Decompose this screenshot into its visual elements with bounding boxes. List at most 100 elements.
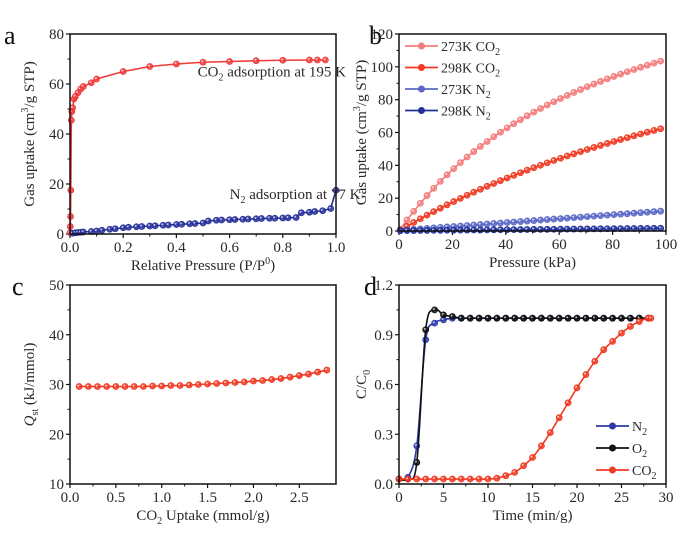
data-point	[259, 377, 267, 384]
data-point	[151, 222, 159, 230]
data-point-highlight	[471, 223, 474, 226]
data-point-highlight	[619, 331, 622, 334]
data-point-highlight	[471, 228, 474, 231]
data-point	[484, 314, 492, 322]
data-point-highlight	[625, 69, 628, 72]
x-tick-label: 15	[525, 490, 540, 506]
data-point-highlight	[552, 99, 555, 102]
legend: N2 O2 CO2	[596, 420, 656, 482]
x-tick-label: 100	[655, 237, 678, 253]
data-point-highlight	[323, 58, 326, 61]
data-point-highlight	[288, 375, 291, 378]
legend-item: CO2	[596, 464, 656, 482]
data-point-highlight	[610, 316, 613, 319]
data-point-highlight	[432, 308, 435, 311]
x-tick-label: 2.5	[290, 490, 309, 506]
y-tick-label: 0	[386, 224, 394, 240]
data-point-highlight	[552, 158, 555, 161]
series-co2-adsorption-at-195-k	[66, 56, 329, 237]
data-point-highlight	[307, 210, 310, 213]
data-point	[493, 474, 501, 482]
annotation-label: N2 adsorption at 77 K	[230, 187, 361, 206]
data-point	[530, 108, 538, 116]
data-point-highlight	[246, 217, 249, 220]
legend-item: 298K CO2	[405, 62, 500, 80]
data-point	[416, 215, 424, 223]
data-point-highlight	[273, 216, 276, 219]
data-point-highlight	[532, 165, 535, 168]
data-point-highlight	[584, 316, 587, 319]
data-point-highlight	[411, 220, 414, 223]
data-point-highlight	[77, 384, 80, 387]
data-point-highlight	[100, 228, 103, 231]
data-point-highlight	[532, 218, 535, 221]
data-point-highlight	[498, 130, 501, 133]
data-point-highlight	[159, 384, 162, 387]
data-point-highlight	[625, 226, 628, 229]
y-axis-label: Qst (kJ/mmol)	[22, 343, 41, 427]
data-point-highlight	[485, 228, 488, 231]
data-point	[450, 165, 458, 172]
data-point-highlight	[504, 316, 506, 319]
data-point	[185, 381, 193, 389]
data-point-highlight	[658, 126, 661, 129]
plot-frame	[398, 284, 667, 485]
data-point-highlight	[572, 151, 575, 154]
data-point	[470, 226, 478, 234]
data-point	[647, 314, 655, 322]
data-point-highlight	[530, 316, 533, 319]
x-axis-label: CO2 Uptake (mmol/g)	[136, 508, 269, 527]
data-point-highlight	[565, 216, 568, 219]
data-point-highlight	[241, 217, 244, 220]
data-point	[555, 314, 563, 322]
y-tick-label: 40	[49, 127, 64, 143]
data-point-highlight	[491, 134, 494, 137]
y-tick-label: 20	[378, 191, 393, 207]
data-point-highlight	[415, 444, 417, 447]
x-tick-label: 0.5	[106, 490, 125, 506]
y-tick-label: 120	[371, 27, 394, 43]
data-point	[410, 207, 418, 215]
data-point-highlight	[458, 228, 461, 231]
legend-swatch-marker	[609, 444, 616, 452]
legend-label: O2	[632, 442, 647, 460]
plot-area	[75, 366, 331, 390]
data-point-highlight	[512, 316, 515, 319]
data-point-highlight	[471, 149, 474, 152]
data-point-highlight	[104, 384, 107, 387]
data-point-highlight	[307, 58, 310, 61]
legend-item: O2	[596, 442, 647, 460]
legend-label: 273K CO2	[441, 40, 500, 58]
data-point-highlight	[625, 211, 628, 214]
data-point	[410, 219, 418, 226]
data-point-highlight	[498, 221, 501, 224]
data-point	[563, 92, 571, 99]
data-point-highlight	[618, 137, 621, 140]
data-point	[627, 323, 634, 330]
data-point-highlight	[585, 84, 588, 87]
data-point	[448, 313, 456, 320]
data-point-highlight	[658, 226, 661, 229]
y-tick-label: 1.2	[374, 278, 393, 294]
data-point	[538, 314, 545, 322]
data-point-highlight	[584, 372, 587, 375]
data-point-highlight	[114, 384, 117, 387]
data-point-highlight	[645, 226, 648, 229]
data-point-highlight	[495, 476, 498, 479]
data-point-highlight	[592, 214, 595, 217]
data-point	[470, 148, 478, 155]
data-point-highlight	[451, 224, 454, 227]
data-point-highlight	[477, 477, 480, 480]
legend-swatch-marker	[609, 466, 616, 474]
x-tick-label: 5	[440, 490, 448, 506]
data-point	[537, 105, 544, 112]
x-tick-label: 10	[481, 490, 496, 506]
data-point-highlight	[649, 316, 652, 319]
data-point-highlight	[518, 219, 521, 222]
data-point	[490, 133, 498, 141]
data-point	[470, 188, 478, 196]
data-point-highlight	[601, 316, 604, 319]
data-point	[314, 368, 322, 376]
data-point-highlight	[465, 193, 468, 196]
data-point	[490, 220, 498, 227]
